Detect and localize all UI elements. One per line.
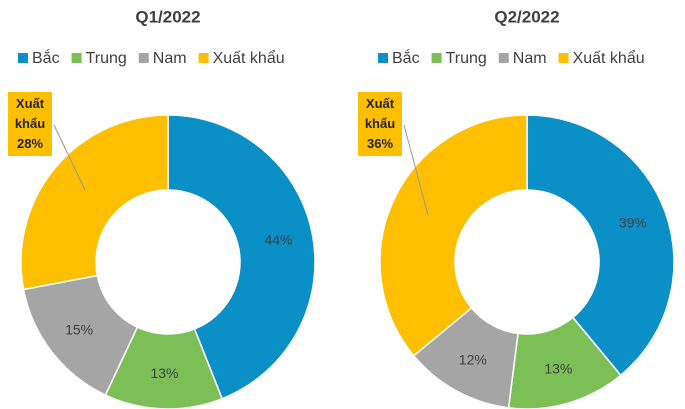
legend-marker xyxy=(558,53,569,63)
callout-value: 36% xyxy=(366,136,394,151)
callout-label: Xuất khẩu 36% xyxy=(358,92,402,156)
chart-title: Q1/2022 xyxy=(135,7,200,26)
legend-marker xyxy=(498,53,509,63)
data-label: 12% xyxy=(459,351,487,367)
legend-marker xyxy=(198,53,209,63)
leader-line xyxy=(53,124,86,191)
callout-category: Xuất khẩu xyxy=(14,96,46,131)
data-label: 39% xyxy=(619,215,647,231)
legend-label: Xuất khẩu xyxy=(213,49,285,67)
legend-label: Bắc xyxy=(32,48,60,67)
legend-marker xyxy=(71,53,82,63)
leader-line xyxy=(403,124,429,216)
legend-label: Nam xyxy=(513,50,547,67)
legend-label: Nam xyxy=(153,50,187,67)
legend-marker xyxy=(378,53,388,63)
callout-value: 28% xyxy=(16,136,44,151)
donut-slice xyxy=(526,114,675,377)
chart-title: Q2/2022 xyxy=(494,7,559,26)
data-label: 13% xyxy=(150,365,178,381)
donut-slice xyxy=(167,114,316,400)
legend-marker xyxy=(18,53,28,63)
donut-slice xyxy=(379,114,528,357)
data-label: 13% xyxy=(544,361,572,377)
legend-label: Trung xyxy=(446,50,487,67)
donut-slice xyxy=(20,114,169,291)
legend-marker xyxy=(431,53,442,63)
legend-label: Xuất khẩu xyxy=(573,49,645,67)
legend-marker xyxy=(138,53,149,63)
callout-label: Xuất khẩu 28% xyxy=(8,92,52,156)
data-label: 15% xyxy=(65,322,93,338)
legend-label: Trung xyxy=(86,50,127,67)
data-label: 44% xyxy=(264,232,292,248)
callout-category: Xuất khẩu xyxy=(364,96,396,131)
legend-label: Bắc xyxy=(392,48,420,67)
